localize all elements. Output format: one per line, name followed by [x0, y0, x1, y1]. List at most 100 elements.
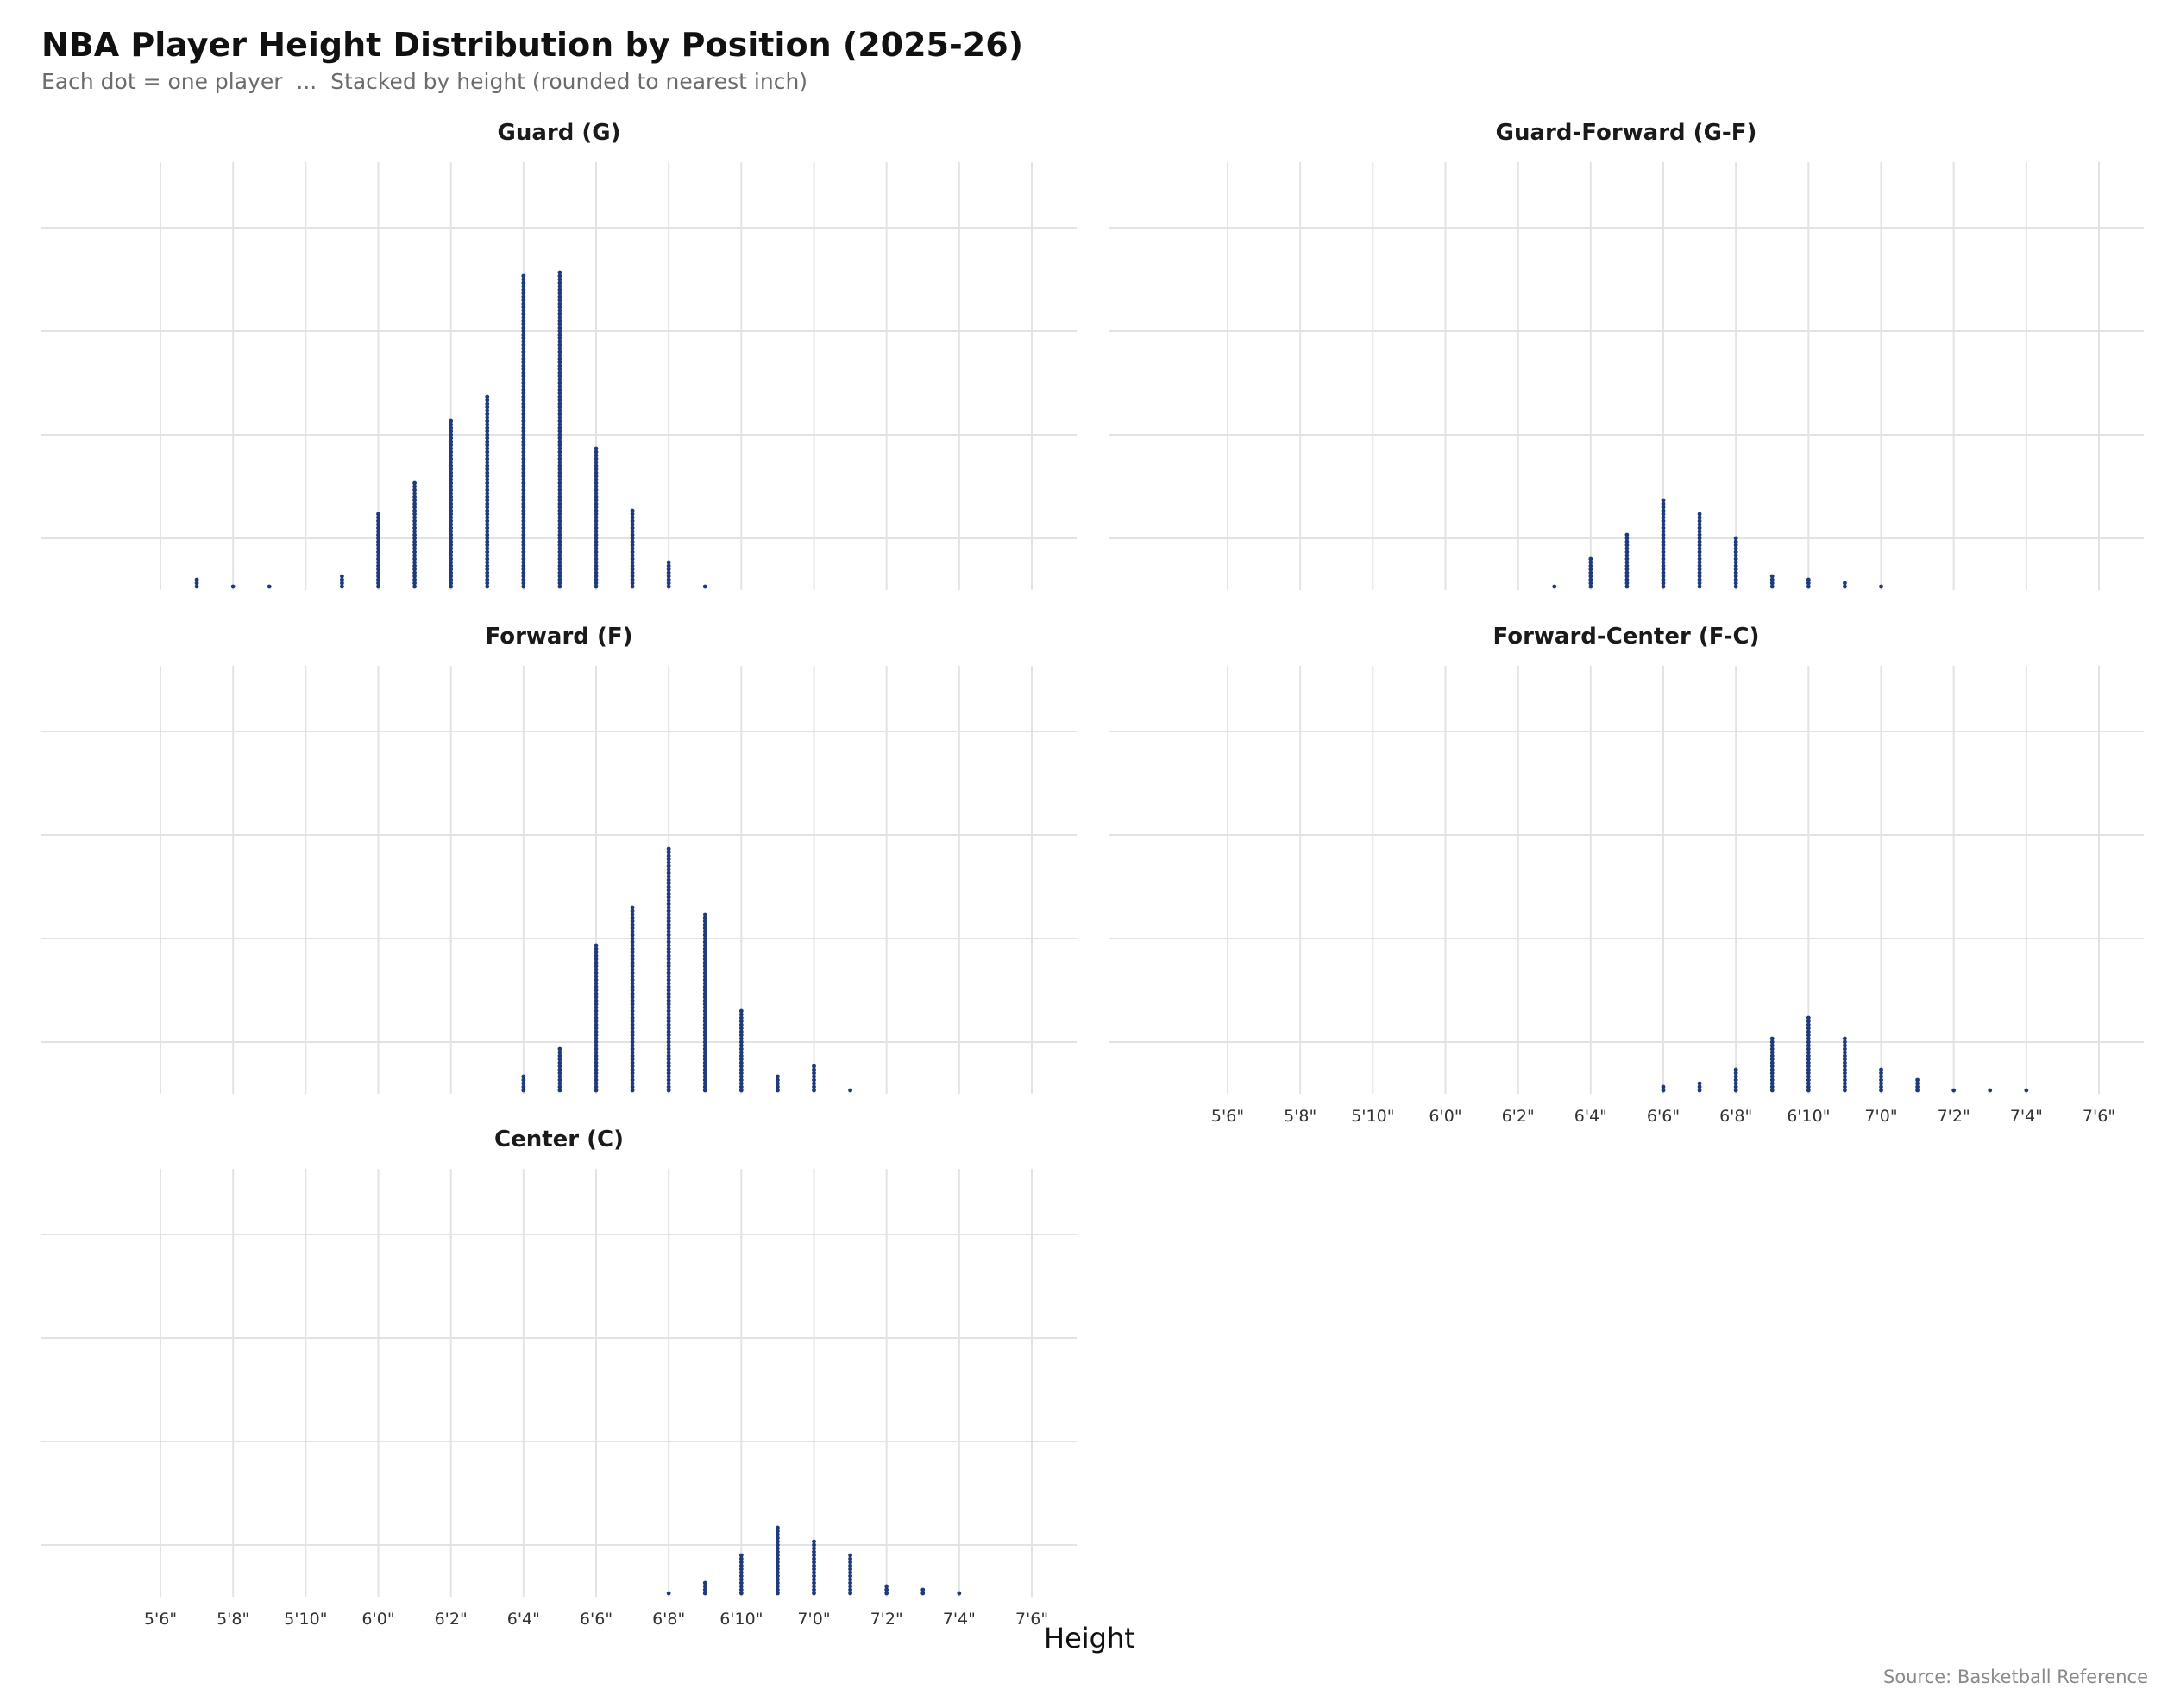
player-dot [1769, 1088, 1775, 1093]
player-dot [776, 1560, 780, 1565]
player-dot [666, 953, 671, 958]
player-dot [267, 584, 272, 589]
player-dot [594, 953, 599, 958]
player-dot [1661, 581, 1666, 586]
player-dot [1588, 567, 1593, 572]
player-dot [1879, 1088, 1883, 1093]
player-dot [521, 363, 526, 368]
player-dot [666, 577, 671, 582]
player-dot [594, 546, 599, 551]
player-dot [485, 425, 490, 430]
player-dot [594, 974, 599, 979]
player-dot [630, 1002, 635, 1007]
dot-stack [485, 394, 490, 589]
player-dot [666, 991, 671, 996]
player-dot [738, 1591, 744, 1596]
player-dot [485, 439, 490, 444]
player-dot [594, 487, 599, 493]
player-dot [485, 429, 490, 434]
player-dot [557, 322, 562, 327]
player-dot [594, 570, 599, 575]
player-dot [666, 932, 671, 938]
player-dot [412, 543, 417, 548]
player-dot [485, 553, 490, 558]
player-dot [1806, 1015, 1811, 1020]
player-dot [485, 584, 490, 589]
player-dot [485, 560, 490, 565]
player-dot [521, 329, 526, 334]
player-dot [1843, 1060, 1847, 1065]
player-dot [594, 1088, 599, 1093]
player-dot [449, 453, 454, 458]
player-dot [485, 549, 490, 555]
player-dot [1661, 498, 1666, 503]
player-dot [666, 1033, 671, 1038]
player-dot [521, 318, 526, 323]
player-dot [449, 436, 454, 441]
player-dot [557, 467, 562, 472]
player-dot [594, 1026, 599, 1031]
player-dot [376, 570, 380, 575]
player-dot [666, 1084, 671, 1089]
player-dot [1697, 560, 1702, 565]
player-dot [2024, 1088, 2029, 1093]
player-dot [557, 532, 562, 537]
player-dot [848, 1560, 852, 1565]
player-dot [1733, 546, 1738, 551]
player-dot [594, 1039, 599, 1045]
player-dot [630, 960, 635, 965]
player-dot [521, 408, 526, 413]
player-dot [594, 453, 599, 458]
player-dot [1843, 1071, 1847, 1076]
player-dot [594, 957, 599, 962]
player-dot [594, 463, 599, 468]
dot-stack [194, 577, 199, 589]
player-dot [1624, 577, 1630, 582]
player-dot [812, 1567, 816, 1572]
player-dot [702, 1081, 707, 1086]
player-dot [521, 494, 526, 499]
player-dot [1697, 574, 1702, 579]
player-dot [485, 567, 490, 572]
player-dot [557, 453, 562, 458]
player-dot [666, 905, 671, 910]
dot-stack [1879, 584, 1883, 589]
player-dot [1624, 532, 1630, 537]
player-dot [1661, 529, 1666, 534]
player-dot [1733, 536, 1738, 541]
player-dot [521, 425, 526, 430]
player-dot [557, 460, 562, 465]
player-dot [557, 425, 562, 430]
player-dot [738, 1026, 744, 1031]
player-dot [1769, 1067, 1775, 1072]
player-dot [738, 1084, 744, 1089]
dot-stack [702, 1580, 707, 1596]
player-dot [920, 1591, 926, 1596]
player-dot [594, 981, 599, 986]
dot-stack [1769, 574, 1775, 589]
player-dot [449, 536, 454, 541]
x-tick-label: 6'6" [1647, 1107, 1680, 1126]
player-dot [521, 301, 526, 306]
player-dot [702, 988, 707, 993]
player-dot [485, 401, 490, 406]
player-dot [1697, 549, 1702, 555]
player-dot [557, 405, 562, 410]
dot-stack [666, 560, 671, 589]
player-dot [702, 981, 707, 986]
dot-stack [630, 905, 635, 1093]
player-dot [1733, 553, 1738, 558]
player-dot [666, 1008, 671, 1014]
player-dot [449, 446, 454, 451]
player-dot [557, 363, 562, 368]
player-dot [594, 970, 599, 976]
player-dot [630, 536, 635, 541]
player-dot [521, 411, 526, 417]
player-dot [557, 332, 562, 337]
player-dot [557, 443, 562, 448]
player-dot [702, 1005, 707, 1010]
player-dot [412, 512, 417, 517]
player-dot [1806, 1084, 1811, 1089]
player-dot [521, 294, 526, 299]
player-dot [630, 539, 635, 544]
